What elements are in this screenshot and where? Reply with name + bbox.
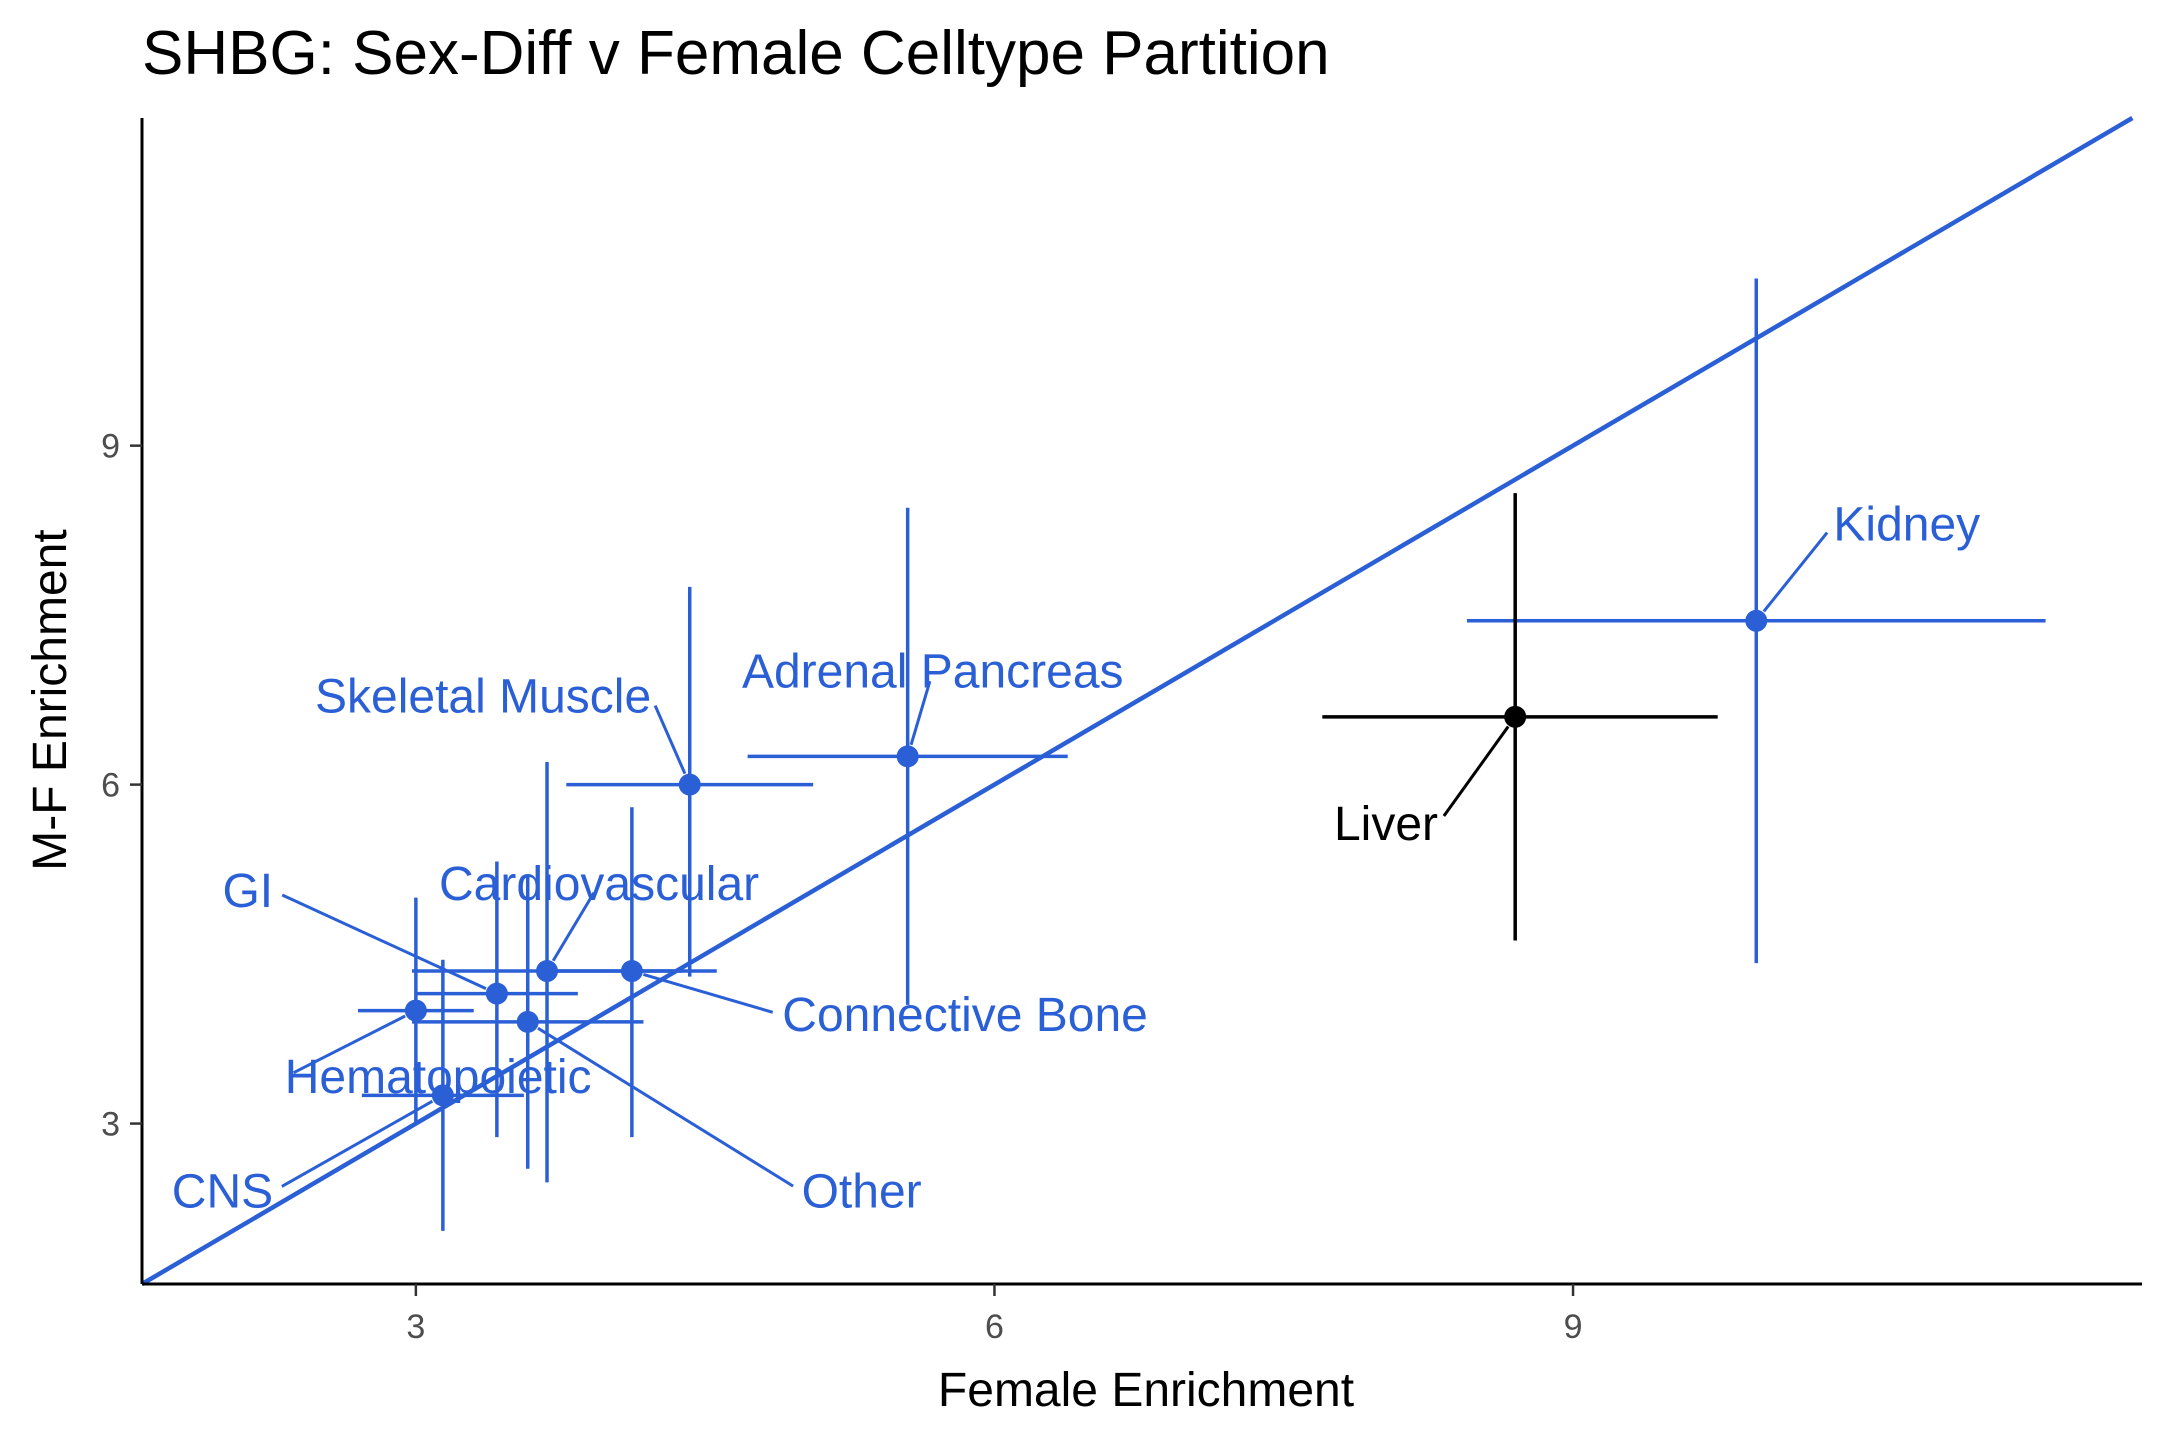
x-axis-title: Female Enrichment [938, 1364, 1354, 1417]
other-label: Other [802, 1165, 922, 1218]
hematopoietic-point [405, 1000, 427, 1022]
gi-point [486, 983, 508, 1005]
skeletal-muscle-point [679, 774, 701, 796]
skeletal-muscle-label: Skeletal Muscle [315, 670, 651, 723]
connective-bone-label: Connective Bone [782, 989, 1148, 1042]
gi-label: GI [222, 865, 273, 918]
error-bars [358, 278, 2046, 1230]
x-tick-label: 9 [1564, 1308, 1583, 1346]
connective-bone-leader-line [643, 974, 772, 1012]
y-axis-ticks: 3 6 9 [101, 428, 142, 1144]
cardiovascular-label: Cardiovascular [439, 858, 759, 911]
axes: 3 6 9 3 6 9 [101, 118, 2142, 1346]
liver-leader-line [1444, 727, 1508, 816]
kidney-label: Kidney [1833, 499, 1980, 552]
chart-title: SHBG: Sex-Diff v Female Celltype Partiti… [142, 19, 1330, 88]
hematopoietic-label: Hematopoietic [285, 1051, 592, 1104]
adrenal-pancreas-point [897, 745, 919, 767]
kidney-leader-line [1764, 533, 1827, 612]
cns-label: CNS [172, 1165, 273, 1218]
plot-area: Kidney Liver Adrenal Pancreas Skeletal Musc… [142, 118, 2132, 1284]
liver-point [1504, 706, 1526, 728]
cns-leader-line [282, 1101, 433, 1186]
kidney-point [1745, 610, 1767, 632]
adrenal-pancreas-label: Adrenal Pancreas [742, 646, 1124, 699]
x-tick-label: 6 [985, 1308, 1004, 1346]
other-point [517, 1011, 539, 1033]
x-axis-ticks: 3 6 9 [406, 1284, 1582, 1346]
skeletal-muscle-leader-line [655, 706, 685, 774]
y-axis-title: M-F Enrichment [24, 529, 77, 870]
x-tick-label: 3 [406, 1308, 425, 1346]
y-tick-label: 3 [101, 1106, 120, 1144]
y-tick-label: 6 [101, 767, 120, 805]
y-tick-label: 9 [101, 428, 120, 466]
connective-bone-point [621, 960, 643, 982]
cardiovascular-point [536, 960, 558, 982]
liver-label: Liver [1334, 798, 1438, 851]
